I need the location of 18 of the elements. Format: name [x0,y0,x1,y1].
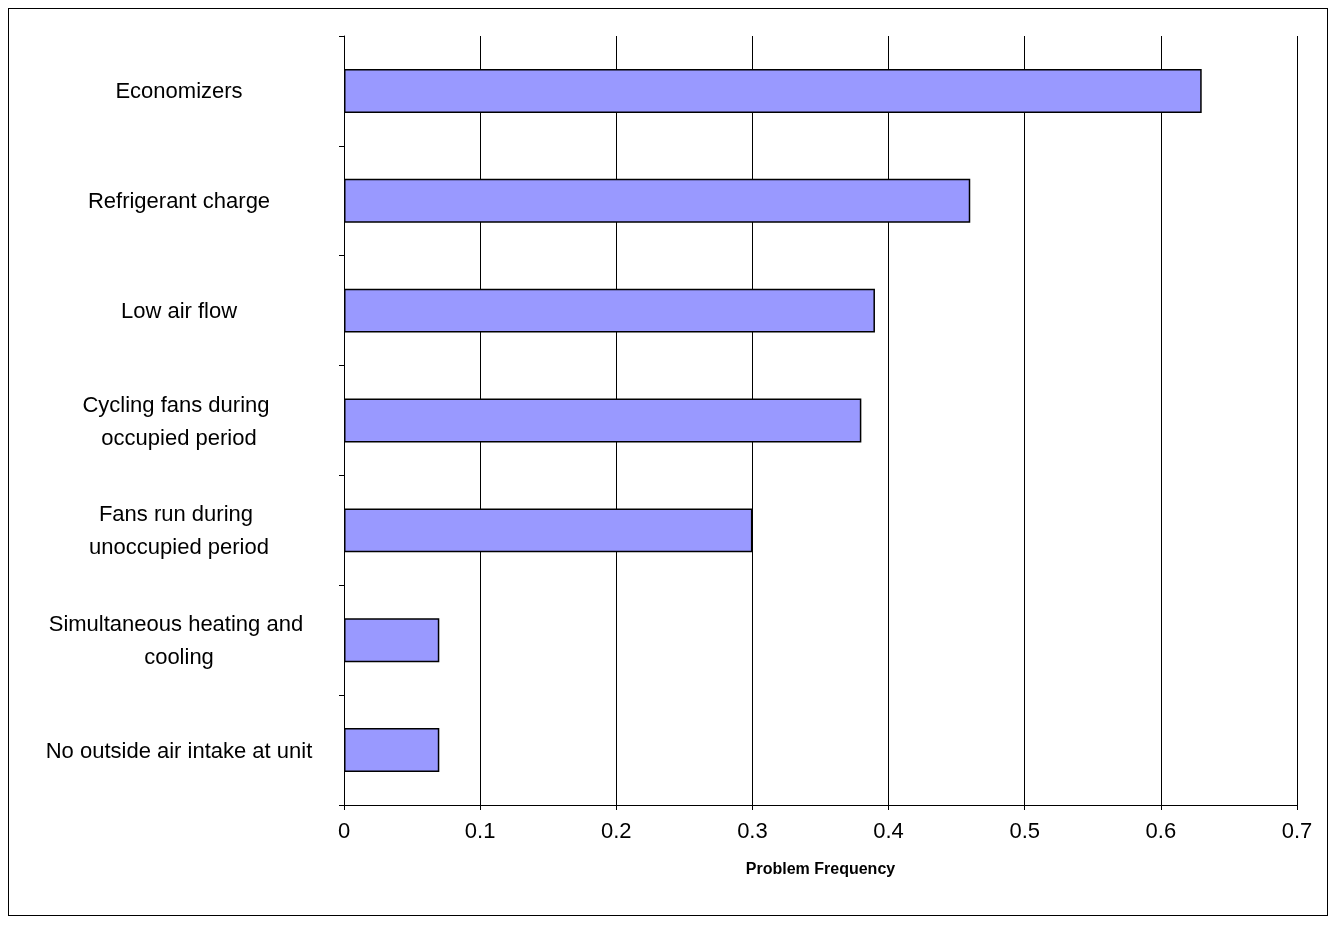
y-tick-label: Refrigerant charge [87,188,271,214]
x-tick-label: 0.7 [1281,817,1313,843]
bar [344,618,440,663]
bar [344,728,440,773]
x-tick-label: 0.1 [464,817,496,843]
x-tick-label: 0.3 [737,817,768,843]
x-tick-label: 0 [337,817,351,843]
y-tick-label: Economizers [115,78,243,104]
y-tick-label: Simultaneous heating and cooling [48,611,310,670]
x-tick-label: 0.5 [1009,817,1041,843]
y-tick-label: Cycling fans during occupied period [82,391,276,450]
x-tick-label: 0.2 [600,817,632,843]
x-axis-title: Problem Frequency [745,859,896,877]
x-tick-label: 0.4 [873,817,904,843]
x-tick-label: 0.6 [1145,817,1177,843]
y-tick-label: Low air flow [120,298,238,324]
y-tick-label: Fans run during unoccupied period [89,501,269,560]
y-tick-label: No outside air intake at unit [45,737,313,763]
